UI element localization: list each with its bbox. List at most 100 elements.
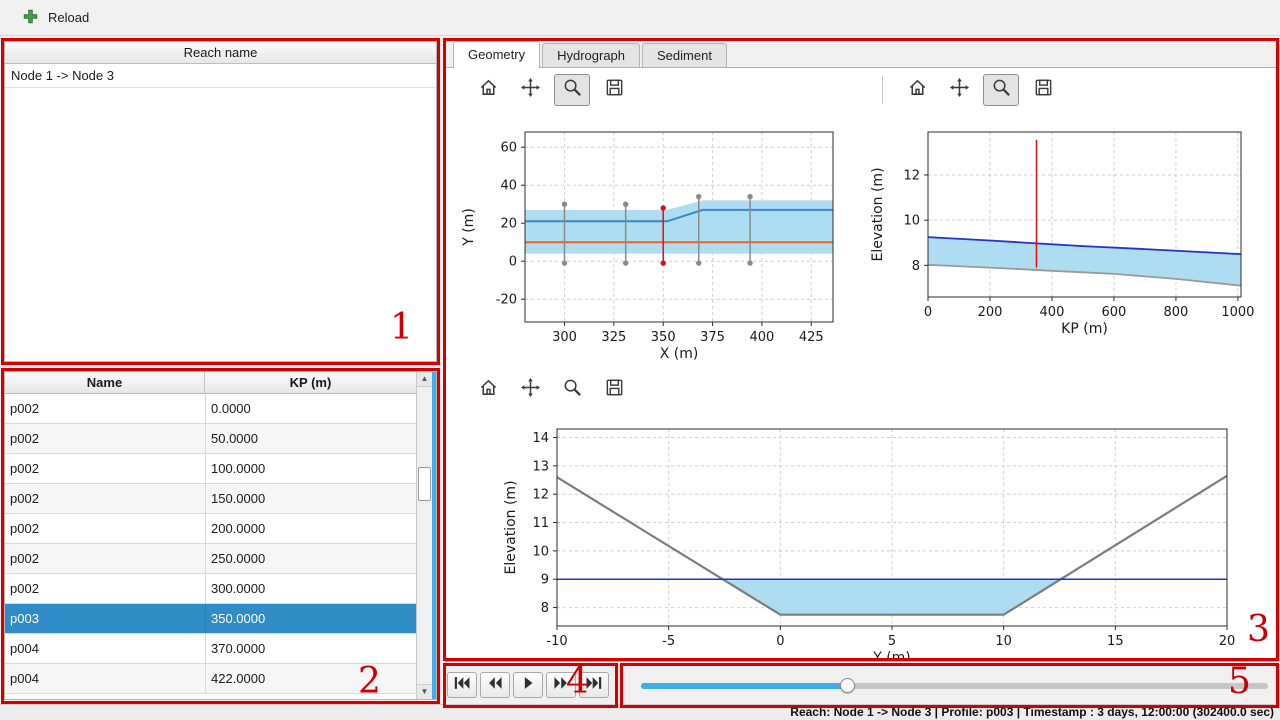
table-row[interactable]: p002 200.0000 bbox=[5, 514, 416, 544]
tabbar: Geometry Hydrograph Sediment bbox=[445, 40, 1278, 68]
slider-track[interactable] bbox=[641, 683, 1268, 689]
cell-name: p002 bbox=[10, 401, 39, 416]
svg-text:800: 800 bbox=[1164, 305, 1189, 320]
column-header-kp[interactable]: KP (m) bbox=[289, 375, 332, 390]
tab-hydrograph[interactable]: Hydrograph bbox=[542, 43, 641, 67]
reload-button[interactable]: Reload bbox=[14, 4, 97, 32]
svg-text:60: 60 bbox=[500, 141, 517, 156]
cell-name: p002 bbox=[10, 521, 39, 536]
skip-to-start-icon bbox=[452, 674, 472, 697]
profile-table: Name KP (m) p002 0.0000 p002 50.0000 p002 100… bbox=[5, 372, 416, 699]
table-row[interactable]: p002 0.0000 bbox=[5, 394, 416, 424]
svg-text:-20: -20 bbox=[496, 293, 517, 308]
top-charts-area: 300 325 350 375 400 425 -20 0 20 40 60 X (m) Y (m) bbox=[446, 68, 1277, 368]
svg-text:Elevation (m): Elevation (m) bbox=[870, 167, 886, 261]
save-button[interactable] bbox=[596, 374, 632, 406]
reach-list-item[interactable]: Node 1 -> Node 3 bbox=[5, 64, 436, 88]
playback-controls bbox=[447, 672, 609, 698]
time-slider[interactable] bbox=[641, 678, 1268, 694]
svg-text:0: 0 bbox=[776, 634, 784, 649]
cell-name: p004 bbox=[10, 641, 39, 656]
scroll-down-icon[interactable]: ▼ bbox=[417, 684, 432, 699]
home-icon bbox=[478, 377, 499, 403]
table-row[interactable]: p004 422.0000 bbox=[5, 664, 416, 694]
table-row[interactable]: p002 50.0000 bbox=[5, 424, 416, 454]
save-icon bbox=[1033, 77, 1054, 103]
svg-text:KP (m): KP (m) bbox=[1061, 321, 1108, 337]
svg-text:1000: 1000 bbox=[1221, 305, 1254, 320]
cross-section-toolbar bbox=[446, 368, 1277, 412]
scrollbar-thumb[interactable] bbox=[418, 467, 431, 501]
table-row[interactable]: p002 100.0000 bbox=[5, 454, 416, 484]
zoom-button[interactable] bbox=[983, 74, 1019, 106]
svg-text:600: 600 bbox=[1102, 305, 1127, 320]
svg-text:14: 14 bbox=[532, 431, 549, 446]
reload-icon bbox=[22, 8, 39, 28]
rewind-button[interactable] bbox=[480, 672, 510, 698]
long-profile-chart[interactable]: 0 200 400 600 800 1000 8 10 12 KP (m) Elevation (m… bbox=[856, 112, 1276, 362]
svg-text:325: 325 bbox=[601, 330, 626, 345]
fast-forward-button[interactable] bbox=[546, 672, 576, 698]
svg-text:300: 300 bbox=[552, 330, 577, 345]
svg-text:350: 350 bbox=[651, 330, 676, 345]
home-icon bbox=[478, 77, 499, 103]
cell-kp: 370.0000 bbox=[205, 634, 416, 663]
home-icon bbox=[907, 77, 928, 103]
zoom-button[interactable] bbox=[554, 74, 590, 106]
play-button[interactable] bbox=[513, 672, 543, 698]
time-slider-handle[interactable] bbox=[839, 678, 855, 693]
plan-view-chart[interactable]: 300 325 350 375 400 425 -20 0 20 40 60 X (m) Y (m) bbox=[452, 112, 857, 362]
pan-button[interactable] bbox=[941, 74, 977, 106]
cell-kp: 350.0000 bbox=[205, 604, 416, 633]
save-button[interactable] bbox=[596, 74, 632, 106]
cross-section-area: -10 -5 0 5 10 15 20 8 9 10 11 12 13 14 Y (m) Elevation … bbox=[446, 368, 1277, 662]
svg-text:8: 8 bbox=[912, 259, 920, 274]
home-button[interactable] bbox=[470, 374, 506, 406]
tab-geometry[interactable]: Geometry bbox=[453, 41, 541, 68]
reload-label: Reload bbox=[48, 10, 90, 25]
pan-button[interactable] bbox=[512, 74, 548, 106]
zoom-button[interactable] bbox=[554, 374, 590, 406]
cell-name: p004 bbox=[10, 671, 39, 686]
skip-to-end-button[interactable] bbox=[579, 672, 609, 698]
reach-list-header: Reach name bbox=[5, 42, 436, 64]
cell-name: p002 bbox=[10, 491, 39, 506]
home-button[interactable] bbox=[470, 74, 506, 106]
home-button[interactable] bbox=[899, 74, 935, 106]
svg-text:375: 375 bbox=[700, 330, 725, 345]
svg-text:5: 5 bbox=[888, 634, 896, 649]
svg-text:200: 200 bbox=[978, 305, 1003, 320]
save-button[interactable] bbox=[1025, 74, 1061, 106]
svg-text:Y (m): Y (m) bbox=[461, 208, 477, 247]
table-row[interactable]: p003 350.0000 bbox=[5, 604, 416, 634]
svg-text:0: 0 bbox=[924, 305, 932, 320]
svg-text:-10: -10 bbox=[546, 634, 567, 649]
svg-text:10: 10 bbox=[532, 544, 549, 559]
column-header-name[interactable]: Name bbox=[5, 372, 205, 393]
svg-text:10: 10 bbox=[903, 214, 920, 229]
cell-name: p002 bbox=[10, 581, 39, 596]
svg-text:10: 10 bbox=[995, 634, 1012, 649]
table-row[interactable]: p002 250.0000 bbox=[5, 544, 416, 574]
cell-kp: 200.0000 bbox=[205, 514, 416, 543]
table-row[interactable]: p004 370.0000 bbox=[5, 634, 416, 664]
svg-text:Elevation (m): Elevation (m) bbox=[503, 480, 519, 574]
scroll-up-icon[interactable]: ▲ bbox=[417, 372, 432, 387]
long-profile-toolbar bbox=[856, 68, 1277, 112]
table-scrollbar[interactable]: ▲ ▼ bbox=[416, 372, 432, 699]
reach-list-panel: Reach name Node 1 -> Node 3 bbox=[4, 41, 437, 362]
svg-text:400: 400 bbox=[750, 330, 775, 345]
skip-to-start-button[interactable] bbox=[447, 672, 477, 698]
long-profile-column: 0 200 400 600 800 1000 8 10 12 KP (m) Elevation (m… bbox=[856, 68, 1277, 368]
plan-view-toolbar bbox=[446, 68, 856, 112]
svg-text:11: 11 bbox=[532, 516, 549, 531]
svg-text:8: 8 bbox=[541, 601, 549, 616]
tab-sediment[interactable]: Sediment bbox=[642, 43, 727, 67]
time-slider-fill bbox=[641, 683, 848, 689]
cross-section-chart[interactable]: -10 -5 0 5 10 15 20 8 9 10 11 12 13 14 Y (m) Elevation … bbox=[452, 412, 1269, 662]
table-row[interactable]: p002 300.0000 bbox=[5, 574, 416, 604]
top-toolbar: Reload bbox=[0, 0, 1280, 36]
table-row[interactable]: p002 150.0000 bbox=[5, 484, 416, 514]
pan-button[interactable] bbox=[512, 374, 548, 406]
zoom-icon bbox=[562, 77, 583, 103]
